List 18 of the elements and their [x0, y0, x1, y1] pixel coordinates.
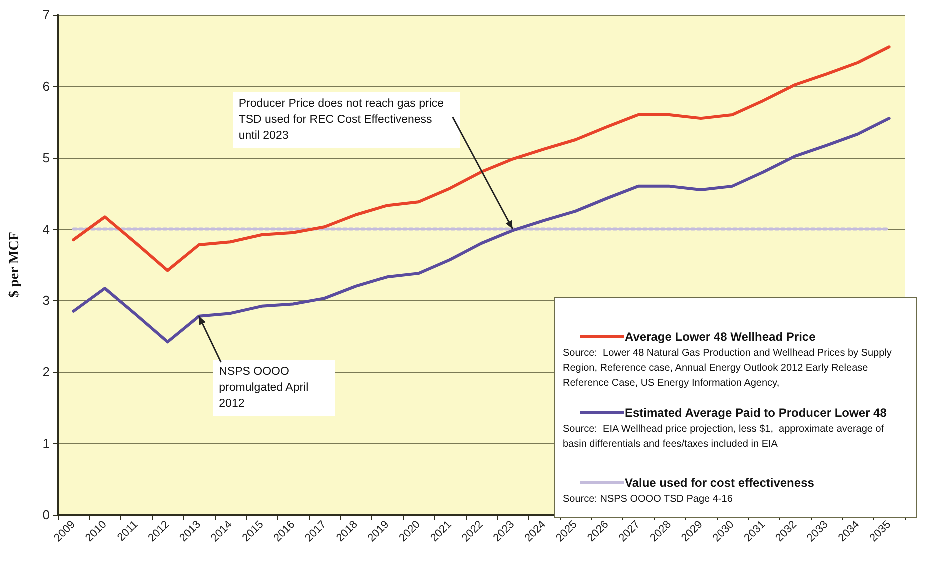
y-tick-label: 3: [42, 293, 50, 308]
y-tick-label: 0: [42, 508, 50, 522]
y-tick-label: 5: [42, 150, 50, 166]
legend-label: Estimated Average Paid to Producer Lower 48: [625, 406, 888, 420]
callout-box: Producer Price does not reach gas price TSD used for REC Cost Effectiveness until 2023: [232, 92, 460, 148]
annotation: Source: Lower 48 Natural Gas Production and Wellhead Prices by Supply Region, Reference case, Annual Energy Outlook 2012 Early Release Reference Case, US Energy Information Agency,: [563, 348, 895, 389]
y-tick-label: 6: [42, 78, 50, 94]
annotation: Source: EIA Wellhead price projection, less $1, approximate average of basin differentials and fees/taxes included in EIA: [563, 424, 887, 450]
line-series: [72, 46, 891, 272]
y-axis-title: $ per MCF: [8, 232, 22, 298]
y-tick-label: 2: [42, 364, 50, 380]
y-tick-label: 1: [42, 436, 50, 452]
annotation: Source: NSPS OOOO TSD Page 4-16: [563, 494, 734, 505]
callout-box: NSPS OOOO promulgated April 2012: [213, 360, 336, 416]
y-tick-label: 4: [42, 222, 50, 237]
y-tick-label: 7: [42, 8, 50, 22]
legend-label: Value used for cost effectiveness: [625, 476, 815, 490]
legend-label: Average Lower 48 Wellhead Price: [625, 330, 816, 344]
